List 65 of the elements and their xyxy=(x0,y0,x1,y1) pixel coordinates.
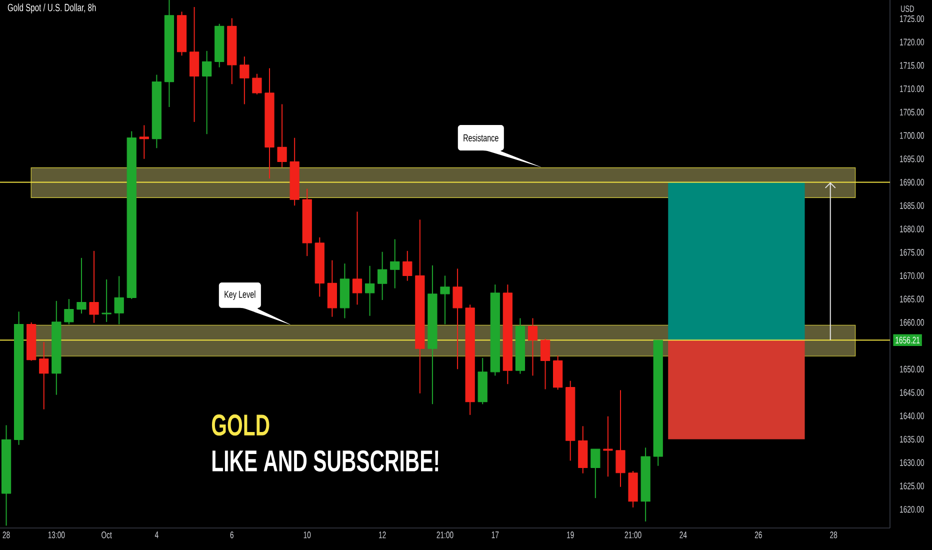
y-tick-label: 1670.00 xyxy=(900,272,924,280)
x-tick-label: 26 xyxy=(754,532,762,538)
band-label: Resistance xyxy=(464,134,498,142)
ref-line-label: 1656.21 xyxy=(896,336,920,344)
x-tick-label: 21:00 xyxy=(624,532,642,538)
candlestick xyxy=(352,211,362,306)
candlestick xyxy=(364,265,375,316)
candlestick xyxy=(540,338,550,390)
y-tick-label: 1710.00 xyxy=(900,85,924,92)
y-axis-title: USD xyxy=(901,6,914,12)
y-tick-label: 1690.00 xyxy=(900,178,924,186)
y-tick-label: 1695.00 xyxy=(900,156,924,162)
x-tick-label: Oct xyxy=(102,532,112,538)
x-tick-label: 4 xyxy=(154,532,158,538)
y-tick-label: 1725.00 xyxy=(900,15,924,22)
x-tick-label: 10 xyxy=(304,532,311,538)
y-tick-label: 1640.00 xyxy=(900,412,924,420)
x-tick-label: 17 xyxy=(492,532,499,538)
y-tick-label: 1715.00 xyxy=(900,62,924,69)
y-tick-label: 1645.00 xyxy=(900,389,924,396)
candlestick xyxy=(277,104,287,168)
candlestick xyxy=(202,50,212,135)
annotation: GOLD xyxy=(212,414,270,436)
y-tick-label: 1700.00 xyxy=(900,132,924,139)
y-tick-label: 1665.00 xyxy=(900,296,924,302)
x-tick-label: 6 xyxy=(230,532,234,538)
candlestick xyxy=(402,250,412,282)
x-tick-label: 24 xyxy=(680,532,687,538)
y-tick-label: 1660.00 xyxy=(900,319,924,326)
candlestick xyxy=(440,275,450,325)
candlestick xyxy=(616,390,626,488)
candlestick xyxy=(252,73,262,95)
y-tick-label: 1650.00 xyxy=(900,366,924,372)
x-tick-label: 19 xyxy=(567,532,574,538)
x-tick-label: 12 xyxy=(379,532,386,538)
x-tick-label: 21:00 xyxy=(436,532,454,538)
candlestick xyxy=(240,56,250,105)
y-tick-label: 1720.00 xyxy=(900,38,924,46)
candlestick xyxy=(378,251,388,300)
y-tick-label: 1620.00 xyxy=(900,506,924,513)
x-tick-label: 13:00 xyxy=(48,532,65,538)
candlestick xyxy=(114,276,124,325)
y-tick-label: 1625.00 xyxy=(900,482,924,490)
y-tick-label: 1675.00 xyxy=(900,248,924,256)
candlestick xyxy=(39,342,49,410)
y-tick-label: 1705.00 xyxy=(900,108,924,116)
candlestick xyxy=(102,278,112,322)
chart-title: Gold Spot / U.S. Dollar, 8h xyxy=(8,4,96,14)
y-tick-label: 1630.00 xyxy=(900,459,924,466)
candlestick xyxy=(452,268,462,370)
candlestick xyxy=(64,298,74,325)
candlestick xyxy=(528,318,538,376)
candlestick xyxy=(89,250,99,324)
band-label: Key Level xyxy=(224,290,256,300)
y-tick-label: 1685.00 xyxy=(900,202,924,209)
annotation: LIKE AND SUBSCRIBE! xyxy=(212,450,438,472)
candlestick xyxy=(139,124,149,160)
x-tick-label: 28 xyxy=(830,532,838,538)
candlestick xyxy=(390,238,400,289)
x-tick-label: 28 xyxy=(2,532,10,538)
y-tick-label: 1680.00 xyxy=(900,226,924,232)
y-tick-label: 1635.00 xyxy=(900,436,924,443)
candlestick xyxy=(76,257,86,314)
candlestick xyxy=(603,416,613,478)
candlestick xyxy=(590,448,600,499)
